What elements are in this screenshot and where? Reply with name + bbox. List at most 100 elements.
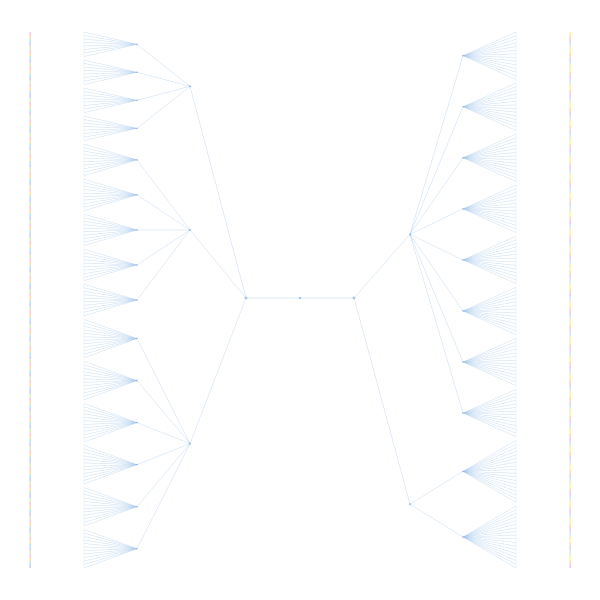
left-leaf-color-mark: [29, 501, 31, 506]
right-cluster-link: [409, 208, 464, 235]
left-leaf-link: [83, 378, 138, 381]
right-leaf-link: [462, 254, 517, 261]
right-leaf-color-mark: [569, 328, 571, 333]
right-leaf-link: [462, 104, 517, 107]
left-leaf-link: [83, 159, 138, 169]
left-cluster-node: [136, 299, 138, 301]
left-leaf-link: [83, 548, 138, 551]
right-leaf-color-mark: [569, 564, 571, 568]
right-leaf-link: [462, 55, 517, 62]
left-leaf-color-mark: [29, 494, 31, 499]
right-leaf-link: [462, 259, 517, 284]
left-leaf-link: [83, 459, 138, 465]
right-leaf-color-mark: [569, 35, 571, 40]
left-leaf-color-mark: [29, 35, 31, 39]
right-leaf-color-mark: [569, 285, 571, 290]
left-leaf-link: [83, 403, 138, 423]
right-leaf-link: [462, 157, 517, 182]
right-leaf-color-mark: [569, 260, 571, 264]
right-leaf-color-mark: [569, 495, 571, 500]
left-cluster-node: [136, 158, 138, 161]
left-leaf-color-mark: [29, 300, 31, 304]
left-leaf-link: [83, 410, 138, 423]
left-leaf-link: [83, 506, 138, 513]
right-leaf-color-mark: [569, 546, 571, 550]
left-leaf-color-mark: [29, 178, 31, 182]
right-leaf-color-mark: [569, 271, 571, 275]
right-leaf-color-mark: [569, 68, 571, 72]
left-leaf-link: [83, 38, 138, 45]
right-leaf-color-mark: [569, 100, 571, 105]
left-leaf-color-mark: [29, 554, 31, 558]
left-leaf-link: [83, 299, 138, 313]
left-leaf-color-mark: [29, 237, 31, 241]
left-leaf-color-mark: [29, 453, 31, 457]
right-leaf-link: [462, 208, 517, 215]
left-leaf-color-mark: [29, 125, 31, 130]
left-leaf-link: [83, 464, 138, 481]
left-leaf-link: [83, 422, 138, 425]
right-leaf-color-mark: [569, 234, 571, 239]
left-leaf-link: [83, 44, 138, 57]
left-leaf-color-mark: [29, 143, 31, 147]
left-leaf-color-mark: [29, 404, 31, 408]
right-leaf-color-mark: [569, 488, 571, 492]
left-leaf-link: [83, 264, 138, 274]
left-leaf-link: [83, 380, 138, 397]
right-group-node: [408, 503, 412, 506]
left-leaf-color-mark: [29, 73, 31, 78]
right-cluster-node: [462, 470, 464, 473]
left-leaf-color-mark: [29, 129, 31, 133]
left-leaf-color-mark: [29, 80, 31, 85]
right-leaf-color-mark: [569, 292, 571, 297]
right-cluster-link: [409, 106, 464, 235]
right-leaf-link: [462, 400, 517, 414]
left-cluster-link: [136, 338, 191, 444]
left-leaf-color-mark: [29, 561, 31, 565]
right-leaf-color-mark: [569, 499, 571, 503]
left-leaf-color-mark: [29, 112, 31, 116]
right-leaf-link: [462, 412, 517, 416]
right-leaf-link: [462, 412, 517, 427]
right-leaf-color-mark: [569, 144, 571, 148]
left-leaf-color-mark: [29, 188, 31, 193]
left-leaf-link: [83, 264, 138, 267]
left-leaf-link: [83, 217, 138, 231]
left-leaf-color-mark: [29, 38, 31, 43]
left-leaf-link: [83, 264, 138, 281]
right-leaf-color-mark: [569, 405, 571, 409]
left-leaf-color-mark: [29, 268, 31, 273]
left-leaf-link: [83, 72, 138, 75]
left-leaf-color-mark: [29, 400, 31, 405]
left-leaf-link: [83, 368, 138, 381]
right-leaf-color-mark: [569, 242, 571, 246]
left-leaf-color-mark: [29, 160, 31, 165]
left-leaf-link: [83, 548, 138, 558]
left-group-node: [188, 228, 192, 232]
left-leaf-color-mark: [29, 362, 31, 367]
left-leaf-color-mark: [29, 338, 31, 342]
right-leaf-color-mark: [569, 314, 571, 319]
left-leaf-color-mark: [29, 320, 31, 325]
right-leaf-link: [462, 93, 517, 107]
left-leaf-color-mark: [29, 310, 31, 314]
left-leaf-color-mark: [29, 42, 31, 46]
left-leaf-link: [83, 326, 138, 339]
right-cluster-link: [409, 234, 464, 261]
left-leaf-color-mark: [29, 480, 31, 485]
left-leaf-link: [83, 42, 138, 45]
right-leaf-color-mark: [569, 108, 571, 112]
right-leaf-link: [462, 53, 517, 56]
right-leaf-color-mark: [569, 347, 571, 351]
right-leaf-color-mark: [569, 444, 571, 449]
left-leaf-link: [83, 297, 138, 301]
left-leaf-color-mark: [29, 421, 31, 426]
right-leaf-color-mark: [569, 535, 571, 540]
left-cluster-node: [136, 505, 138, 508]
right-leaf-color-mark: [569, 53, 571, 58]
left-leaf-link: [83, 229, 138, 239]
left-leaf-color-mark: [29, 505, 31, 509]
left-leaf-color-mark: [29, 432, 31, 436]
right-leaf-color-mark: [569, 470, 571, 474]
